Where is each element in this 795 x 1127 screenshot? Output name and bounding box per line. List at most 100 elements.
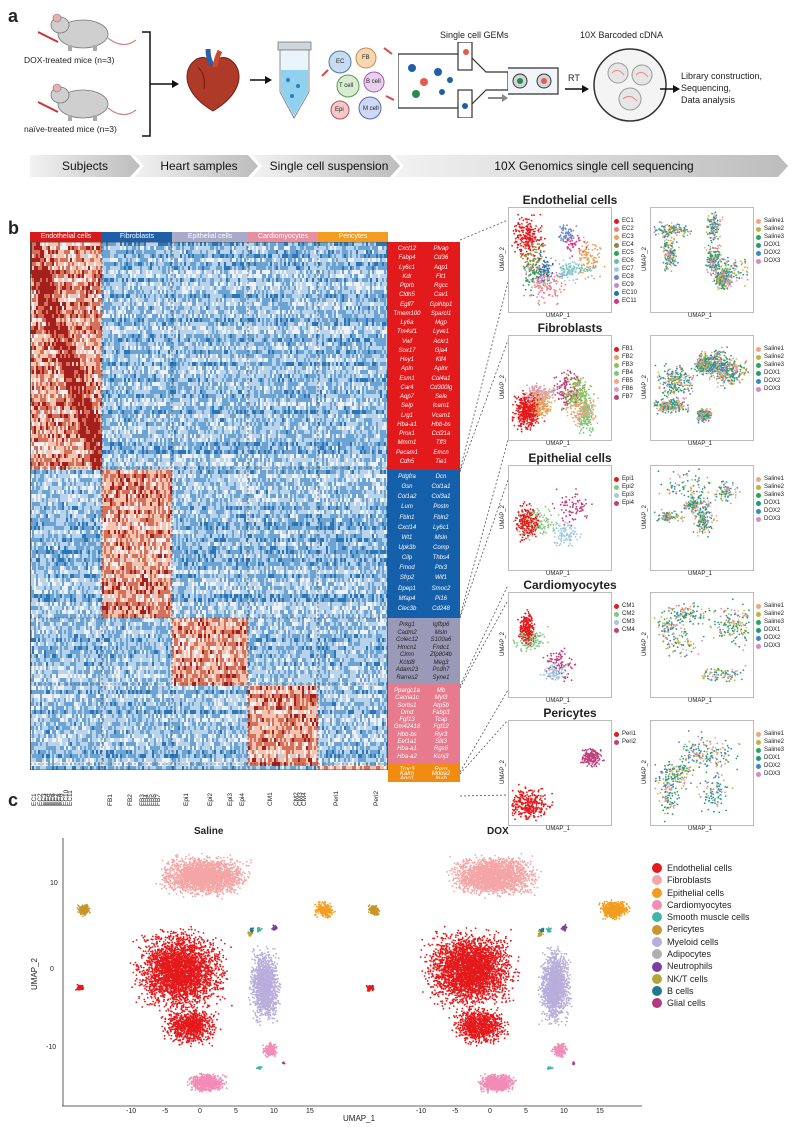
legend-item: DOX3 xyxy=(756,515,784,523)
umap-legend: Saline1 Saline2 Saline3 DOX1 DOX2 DOX3 xyxy=(756,730,784,778)
legend-item: FB1 xyxy=(614,345,633,353)
x-tick-dox: 15 xyxy=(596,1108,604,1115)
arrow-library xyxy=(660,84,680,94)
legend-item: Saline2 xyxy=(756,353,784,361)
legend-dot xyxy=(614,291,619,296)
umap-y-label: UMAP_2 xyxy=(500,505,506,529)
legend-dot xyxy=(756,732,761,737)
heatmap-header-0: Endothelial cells xyxy=(30,232,102,242)
legend-dot xyxy=(756,363,761,368)
microfluidics-chip xyxy=(398,42,568,118)
legend-label: Saline2 xyxy=(764,353,784,361)
gene-label: Vcam1 xyxy=(424,412,458,421)
legend-dot xyxy=(614,379,619,384)
arrow-1 xyxy=(250,75,272,85)
legend-item: Adipocytes xyxy=(652,948,750,960)
legend-label: Epi2 xyxy=(622,483,634,491)
legend-dot xyxy=(756,517,761,522)
umap-scatter xyxy=(509,466,611,570)
legend-dot xyxy=(756,371,761,376)
gene-label: Esm1 xyxy=(390,375,424,384)
gene-label: Klf4 xyxy=(424,356,458,365)
legend-dot xyxy=(756,748,761,753)
legend-item: Myeloid cells xyxy=(652,936,750,948)
gene-label: Ly6a xyxy=(390,319,424,328)
legend-label: DOX3 xyxy=(764,385,780,393)
umap-title-0: Endothelial cells xyxy=(500,193,640,207)
legend-label: EC4 xyxy=(622,241,634,249)
legend-item: EC7 xyxy=(614,265,637,273)
umap-right-4 xyxy=(650,720,754,826)
gene-label: Upk3b xyxy=(390,544,424,554)
umap-legend: Saline1 Saline2 Saline3 DOX1 DOX2 DOX3 xyxy=(756,602,784,650)
gene-label: Rarres2 xyxy=(390,674,424,682)
legend-item: Epi2 xyxy=(614,483,634,491)
legend-dot xyxy=(614,740,619,745)
x-tick-saline: 0 xyxy=(198,1108,202,1115)
gene-label: S100a6 xyxy=(424,636,458,644)
gene-label: Gsn xyxy=(390,483,424,493)
gene-label: Ano1 xyxy=(390,775,424,779)
umap-legend: Saline1 Saline2 Saline3 DOX1 DOX2 DOX3 xyxy=(756,217,784,265)
gene-label: Adam23 xyxy=(390,666,424,674)
umap-y-label: UMAP_2 xyxy=(642,760,648,784)
y-tick: 0 xyxy=(50,966,54,973)
legend-label: Endothelial cells xyxy=(667,862,732,874)
gene-label: Fabp3 xyxy=(424,709,458,716)
legend-label: FB4 xyxy=(622,369,633,377)
legend-item: DOX3 xyxy=(756,257,784,265)
gene-label: Tie1 xyxy=(424,458,458,467)
gene-label: Cxcl14 xyxy=(390,524,424,534)
gene-label: Fgf12 xyxy=(424,723,458,730)
umap-y-label: UMAP_2 xyxy=(642,632,648,656)
legend-label: DOX2 xyxy=(764,634,780,642)
dox-mice-label: DOX-treated mice (n=3) xyxy=(24,55,114,65)
heatmap-header-4: Pericytes xyxy=(318,232,388,242)
gene-label: Gpihbp1 xyxy=(424,301,458,310)
gene-label: Smoc2 xyxy=(424,585,458,595)
gene-label: Col3a1 xyxy=(424,493,458,503)
legend-label: Adipocytes xyxy=(667,948,711,960)
gene-label: Inxb xyxy=(424,775,458,779)
legend-item: Saline2 xyxy=(756,738,784,746)
legend-label: Pericytes xyxy=(667,923,704,935)
gene-label: Pecam1 xyxy=(390,449,424,458)
legend-item: Saline2 xyxy=(756,225,784,233)
legend-label: DOX2 xyxy=(764,249,780,257)
umap-x-label: UMAP_1 xyxy=(546,441,570,447)
legend-label: Saline1 xyxy=(764,475,784,483)
legend-dot xyxy=(756,235,761,240)
legend-item: Peri1 xyxy=(614,730,636,738)
legend-item: Epi4 xyxy=(614,499,634,507)
gene-label: Ccl21a xyxy=(424,430,458,439)
umap-scatter xyxy=(651,593,753,697)
cell-label-m: M cell xyxy=(363,106,379,112)
legend-dot xyxy=(614,283,619,288)
heatmap xyxy=(30,232,388,770)
x-tick-saline: -5 xyxy=(162,1108,168,1115)
legend-dot xyxy=(756,620,761,625)
x-tick-label: Epi1 xyxy=(183,793,190,806)
umap-x-label: UMAP_1 xyxy=(546,313,570,319)
legend-item: EC9 xyxy=(614,281,637,289)
workflow-step-10x: 10X Genomics single cell sequencing xyxy=(400,155,788,177)
legend-dot xyxy=(652,986,662,996)
legend-label: DOX3 xyxy=(764,642,780,650)
legend-label: EC6 xyxy=(622,257,634,265)
gene-label: Cd248 xyxy=(424,605,458,615)
workflow-step-heart: Heart samples xyxy=(140,155,258,177)
legend-item: Saline1 xyxy=(756,217,784,225)
gene-label: Kctd8 xyxy=(390,659,424,667)
gene-label: Rgcc xyxy=(424,282,458,291)
gene-label: Vwf xyxy=(390,338,424,347)
legend-dot xyxy=(614,485,619,490)
legend-item: Epi3 xyxy=(614,491,634,499)
legend-dot xyxy=(756,628,761,633)
gene-label: Ppargc1a xyxy=(390,687,424,694)
legend-dot xyxy=(614,604,619,609)
legend-label: Saline2 xyxy=(764,483,784,491)
gene-label: Clec3b xyxy=(390,605,424,615)
legend-item: EC3 xyxy=(614,233,637,241)
legend-label: Saline1 xyxy=(764,217,784,225)
umap-scatter xyxy=(651,208,753,312)
